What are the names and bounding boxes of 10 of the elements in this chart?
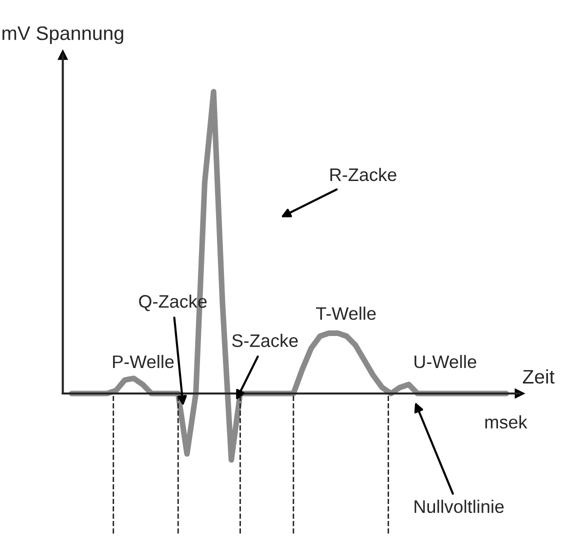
annotation: T-Welle (316, 306, 376, 320)
annotation: msek (485, 415, 528, 429)
annotation: U-Welle (414, 354, 476, 368)
annotation: S-Zacke (232, 334, 298, 348)
text: Nullvoltlinie (414, 500, 504, 514)
annotation: R-Zacke (330, 168, 396, 182)
x-axis-title: Zeit (522, 369, 555, 384)
annotation: P-Welle (113, 354, 174, 368)
annotation: Q-Zacke (139, 294, 207, 312)
y-axis-title: mV Spannung (2, 26, 124, 44)
